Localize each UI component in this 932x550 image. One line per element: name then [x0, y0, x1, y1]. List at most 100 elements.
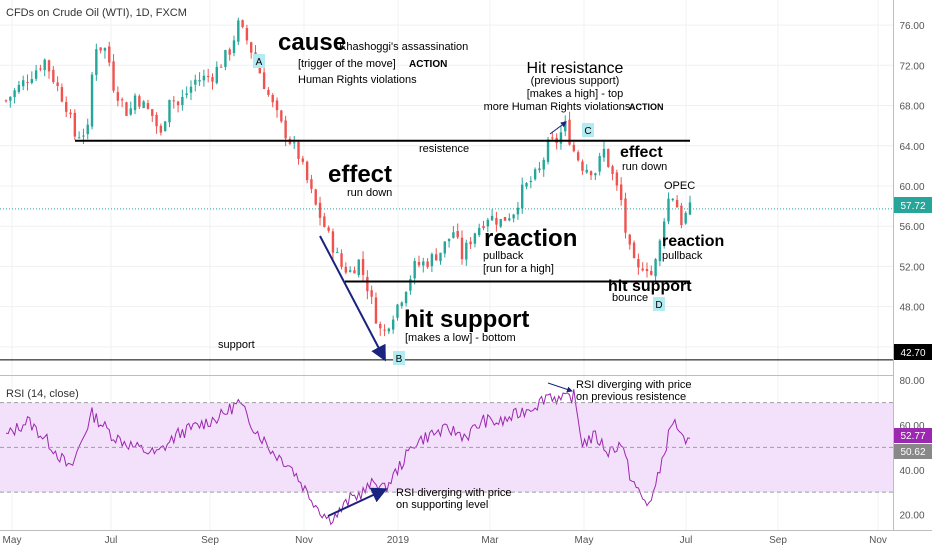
rsi-axis: 80.00 60.00 40.00 20.00	[899, 376, 924, 521]
candle-body	[82, 135, 85, 137]
candle-body	[559, 132, 563, 144]
candle-body	[318, 202, 322, 218]
candle-body	[624, 198, 627, 233]
candle-body	[632, 242, 636, 259]
candle-body	[125, 102, 128, 116]
symbol-title: CFDs on Crude Oil (WTI), 1D, FXCM	[6, 7, 187, 19]
candle-body	[138, 96, 141, 107]
candle-body	[611, 166, 614, 174]
candle-body	[95, 49, 98, 76]
candle-body	[667, 198, 670, 222]
candle-body	[602, 148, 606, 158]
candle-body	[447, 238, 451, 242]
rsi-divergence-label-1b: on supporting level	[396, 499, 488, 511]
candle-body	[662, 221, 666, 242]
candle-body	[56, 82, 59, 86]
svg-text:C: C	[584, 126, 591, 137]
candle-body	[310, 179, 313, 189]
candle-body	[133, 95, 137, 111]
rsi-tick-label: 60.00	[899, 421, 924, 432]
support-label: support	[218, 339, 255, 351]
price-tick-label: 68.00	[899, 102, 924, 113]
candle-body	[357, 259, 360, 276]
candle-body	[176, 101, 180, 106]
candle-body	[404, 291, 408, 304]
run-for-high-label: [run for a high]	[483, 263, 554, 275]
candle-body	[512, 214, 515, 219]
hit-support-label-2: hit support	[608, 278, 692, 295]
candle-body	[77, 137, 81, 139]
candle-body	[551, 137, 554, 139]
candle-body	[241, 20, 244, 28]
time-axis: May Jul Sep Nov 2019 Mar May Jul Sep Nov	[3, 535, 887, 546]
candle-body	[499, 218, 502, 227]
candle-body	[275, 100, 279, 111]
candle-body	[585, 169, 588, 173]
candle-body	[529, 180, 533, 183]
candle-body	[525, 183, 528, 187]
opec-label: OPEC	[664, 180, 695, 192]
candle-body	[293, 142, 296, 144]
price-tick-label: 76.00	[899, 21, 924, 32]
candle-body	[340, 253, 343, 267]
candle-body	[391, 319, 395, 330]
rsi-divergence-label-1a: RSI diverging with price	[396, 487, 512, 499]
candle-body	[47, 60, 51, 72]
human-rights-label: Human Rights violations	[298, 74, 417, 86]
candle-body	[323, 216, 326, 227]
candle-body	[650, 270, 653, 275]
candle-body	[39, 68, 42, 70]
candle-body	[684, 212, 687, 224]
rsi-divergence-label-2a: RSI diverging with price	[576, 379, 692, 391]
makes-low-label: [makes a low] - bottom	[405, 332, 516, 344]
candle-body	[675, 199, 679, 208]
candle-body	[615, 172, 619, 186]
candle-body	[280, 110, 283, 122]
action-label: ACTION	[409, 59, 447, 70]
candle-body	[26, 82, 29, 84]
candle-body	[4, 100, 8, 102]
candle-body	[654, 259, 657, 277]
candle-body	[69, 112, 72, 115]
candle-body	[65, 101, 68, 112]
candle-body	[198, 79, 201, 82]
time-tick-label: Jul	[680, 535, 693, 546]
candle-body	[237, 20, 240, 42]
candle-body	[250, 42, 253, 53]
candle-body	[215, 66, 218, 84]
time-tick-label: Mar	[481, 535, 499, 546]
run-down-label-1: run down	[347, 187, 392, 199]
candle-body	[413, 260, 416, 279]
bounce-label: bounce	[612, 292, 648, 304]
candle-body	[486, 219, 490, 227]
candle-body	[211, 77, 214, 82]
candle-body	[434, 254, 438, 261]
candle-body	[443, 241, 446, 254]
resistence-label: resistence	[419, 143, 469, 155]
candle-body	[473, 233, 477, 244]
candle-body	[598, 156, 601, 172]
candle-body	[163, 121, 167, 132]
candle-body	[206, 75, 210, 77]
price-axis: 76.00 72.00 68.00 64.00 60.00 56.00 52.00 48.00…	[899, 21, 924, 354]
rsi-value-label-2: 50.62	[894, 444, 932, 459]
candle-body	[43, 59, 46, 71]
candle-body	[202, 75, 206, 81]
candle-body	[469, 241, 472, 245]
candle-body	[641, 268, 644, 271]
candle-body	[155, 114, 158, 127]
candle-body	[460, 237, 464, 260]
candle-body	[400, 302, 403, 307]
candle-body	[366, 276, 369, 292]
price-tick-label: 64.00	[899, 142, 924, 153]
candle-body	[271, 94, 274, 103]
candle-body	[542, 159, 545, 170]
rsi-divergence-arrow-1	[327, 487, 388, 517]
candle-body	[452, 232, 455, 238]
candle-body	[516, 207, 520, 215]
time-tick-label: Sep	[769, 535, 787, 546]
svg-text:52.77: 52.77	[900, 431, 925, 442]
candle-body	[151, 109, 154, 116]
rsi-divergence-arrow-2	[547, 382, 573, 393]
